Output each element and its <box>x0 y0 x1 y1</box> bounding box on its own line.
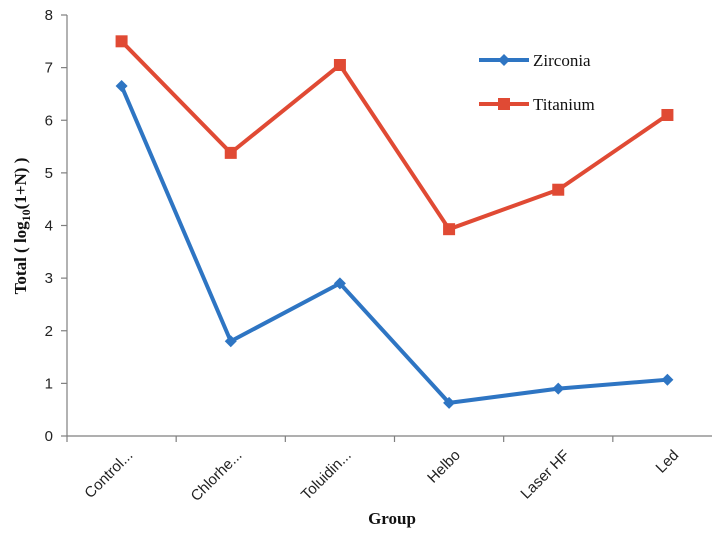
data-point <box>333 277 346 290</box>
data-point <box>661 373 674 386</box>
legend-marker <box>498 54 510 66</box>
y-axis-title-main: Total ( log <box>11 221 30 295</box>
y-axis-title: Total ( log10(1+N) ) <box>11 158 33 295</box>
x-axis-ticks: Control... Chlorhe... Toluidin... Helbo Lase… <box>66 436 683 505</box>
x-tick-label: Chlorhe... <box>188 447 246 505</box>
series-zirconia <box>115 80 674 409</box>
x-tick-label: Control... <box>81 447 136 502</box>
data-point <box>552 183 565 196</box>
data-point <box>443 396 456 409</box>
x-axis-title: Group <box>368 509 416 528</box>
legend-marker <box>498 98 510 110</box>
legend-label: Titanium <box>533 95 595 114</box>
chart-series <box>115 35 674 409</box>
legend-item: Zirconia <box>479 51 591 70</box>
data-point <box>115 80 128 93</box>
x-tick-label: Laser HF <box>517 447 573 503</box>
y-tick-label: 6 <box>45 112 53 129</box>
data-point <box>333 58 346 71</box>
y-tick-label: 2 <box>45 323 53 340</box>
y-axis-title-rest: (1+N) ) <box>11 158 30 210</box>
y-tick-label: 8 <box>45 7 53 24</box>
data-point <box>115 35 128 48</box>
legend-label: Zirconia <box>533 51 591 70</box>
data-point <box>552 382 565 395</box>
data-point <box>443 223 456 236</box>
data-point <box>224 335 237 348</box>
x-tick-label: Toluidin... <box>298 447 355 504</box>
x-tick-label: Helbo <box>424 447 464 487</box>
x-tick-label: Led <box>653 447 683 477</box>
chart-legend: Zirconia Titanium <box>479 51 595 114</box>
y-axis-ticks: 0 1 2 3 4 5 6 7 8 <box>45 7 67 445</box>
y-tick-label: 0 <box>45 428 53 445</box>
y-tick-label: 7 <box>45 60 53 77</box>
y-tick-label: 1 <box>45 375 53 392</box>
series-line <box>120 39 669 232</box>
series-line <box>119 85 668 405</box>
data-point <box>661 108 674 121</box>
chart-axes <box>66 15 712 437</box>
legend-item: Titanium <box>479 95 595 114</box>
series-titanium <box>115 35 674 236</box>
y-tick-label: 3 <box>45 270 53 287</box>
y-tick-label: 5 <box>45 165 53 182</box>
y-tick-label: 4 <box>45 218 53 235</box>
y-axis-title-subscript: 10 <box>19 209 33 221</box>
data-point <box>224 146 237 159</box>
